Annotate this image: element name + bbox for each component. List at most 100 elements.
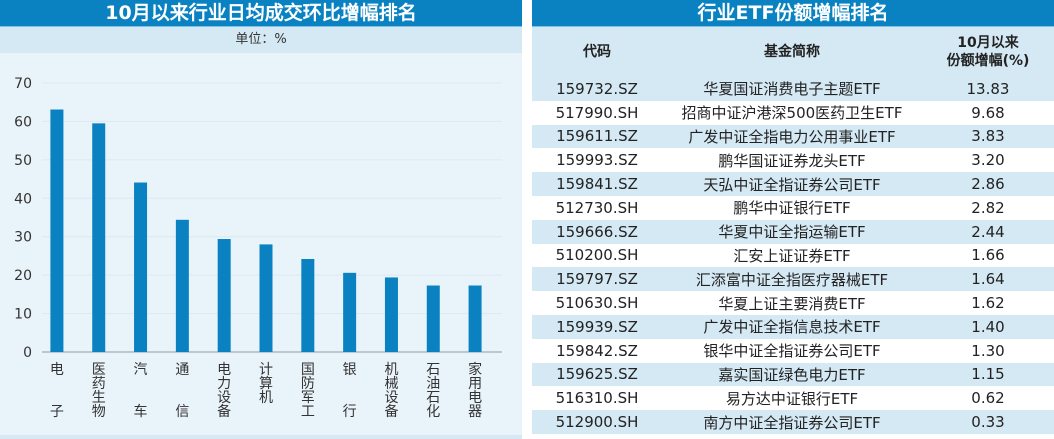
header-code: 代码 — [583, 44, 611, 60]
x-tick-label: 银行 — [343, 362, 357, 420]
cell-name: 鹏华中证银行ETF — [733, 199, 851, 218]
y-tick-label: 20 — [14, 268, 32, 284]
cell-name: 南方中证全指证券公司ETF — [703, 413, 881, 432]
cell-name: 汇安上证证券ETF — [733, 246, 851, 265]
unit-label: 单位：% — [0, 27, 522, 53]
cell-growth: 1.64 — [971, 270, 1005, 289]
cell-name: 天弘中证全指证券公司ETF — [703, 175, 881, 194]
chart-title: 10月以来行业日均成交环比增幅排名 — [0, 0, 522, 27]
table-row: 159611.SZ 广发中证全指电力公用事业ETF 3.83 — [532, 124, 1054, 149]
x-tick-label: 汽车 — [134, 362, 148, 420]
cell-name: 鹏华国证证券龙头ETF — [718, 151, 866, 170]
etf-table: 代码 基金简称 10月以来份额增幅(%) 159732.SZ 华夏国证消费电子主题… — [532, 27, 1054, 434]
cell-code: 159842.SZ — [556, 341, 638, 360]
cell-growth: 9.68 — [971, 103, 1005, 122]
x-tick-label: 通信 — [175, 362, 189, 420]
bar — [384, 277, 398, 352]
table-row: 159939.SZ 广发中证全指信息技术ETF 1.40 — [532, 314, 1054, 339]
cell-growth: 1.62 — [971, 294, 1005, 313]
header-growth-line2: 份额增幅(%) — [946, 53, 1030, 69]
cell-code: 159797.SZ — [556, 270, 638, 289]
cell-name: 华夏中证全指运输ETF — [718, 223, 866, 242]
cell-growth: 1.30 — [971, 341, 1005, 360]
table-row: 159797.SZ 汇添富中证全指医疗器械ETF 1.64 — [532, 267, 1054, 292]
bar — [92, 123, 106, 352]
y-tick-label: 40 — [14, 191, 32, 207]
cell-name: 华夏国证消费电子主题ETF — [703, 80, 881, 99]
x-tick-label: 医药生物 — [92, 362, 106, 420]
cell-code: 159841.SZ — [556, 175, 638, 194]
cell-code: 510630.SH — [555, 294, 639, 313]
cell-code: 159993.SZ — [556, 151, 638, 170]
table-row: 517990.SH 招商中证沪港深500医药卫生ETF 9.68 — [532, 100, 1054, 125]
bar — [134, 182, 148, 352]
header-growth: 10月以来份额增幅(%) — [922, 27, 1054, 77]
table-row: 510200.SH 汇安上证证券ETF 1.66 — [532, 243, 1054, 268]
y-tick-label: 10 — [14, 307, 32, 323]
table-title: 行业ETF份额增幅排名 — [532, 0, 1054, 27]
cell-growth: 3.20 — [971, 151, 1005, 170]
x-tick-label: 电力设备 — [217, 362, 231, 420]
chart-panel: 10月以来行业日均成交环比增幅排名 单位：% 0 10 20 30 40 50 60 70 电子… — [0, 0, 522, 439]
cell-name: 华夏上证主要消费ETF — [718, 294, 866, 313]
cell-growth: 2.44 — [971, 222, 1005, 241]
footer-strip — [0, 435, 522, 439]
cell-name: 嘉实国证绿色电力ETF — [718, 365, 866, 384]
x-tick-label: 计算机 — [259, 362, 273, 406]
cell-code: 510200.SH — [555, 246, 639, 265]
table-row: 159993.SZ 鹏华国证证券龙头ETF 3.20 — [532, 148, 1054, 173]
x-tick-label: 石油石化 — [426, 362, 440, 420]
cell-code: 512730.SH — [555, 198, 639, 217]
cell-name: 银华中证全指证券公司ETF — [703, 342, 881, 361]
cell-name: 易方达中证银行ETF — [725, 389, 859, 408]
cell-growth: 13.83 — [966, 79, 1010, 98]
cell-growth: 3.83 — [971, 127, 1005, 146]
cell-code: 159625.SZ — [556, 365, 638, 384]
table-row: 512730.SH 鹏华中证银行ETF 2.82 — [532, 195, 1054, 220]
x-tick-label: 电子 — [50, 362, 64, 420]
bar — [426, 285, 440, 352]
table-row: 159625.SZ 嘉实国证绿色电力ETF 1.15 — [532, 362, 1054, 387]
table-row: 159666.SZ 华夏中证全指运输ETF 2.44 — [532, 219, 1054, 244]
bar — [175, 219, 189, 352]
cell-code: 159611.SZ — [556, 127, 638, 146]
header-growth-line1: 10月以来 — [957, 35, 1019, 51]
cell-code: 512900.SH — [555, 413, 639, 432]
cell-growth: 1.40 — [971, 317, 1005, 336]
table-row: 516310.SH 易方达中证银行ETF 0.62 — [532, 386, 1054, 411]
table-row: 159841.SZ 天弘中证全指证券公司ETF 2.86 — [532, 172, 1054, 196]
cell-code: 159939.SZ — [556, 317, 638, 336]
y-tick-label: 0 — [23, 345, 32, 361]
cell-name: 广发中证全指信息技术ETF — [703, 318, 881, 337]
x-tick-label: 国防军工 — [301, 362, 315, 420]
y-tick-label: 30 — [14, 230, 32, 246]
cell-name: 招商中证沪港深500医药卫生ETF — [681, 104, 903, 123]
cell-name: 汇添富中证全指医疗器械ETF — [695, 270, 889, 289]
bar — [259, 244, 273, 352]
table-row: 159842.SZ 银华中证全指证券公司ETF 1.30 — [532, 338, 1054, 363]
bar — [343, 272, 357, 352]
cell-code: 159732.SZ — [556, 79, 638, 98]
x-tick-label: 机械设备 — [384, 362, 398, 420]
cell-growth: 1.15 — [971, 365, 1005, 384]
x-tick-label: 家用电器 — [468, 361, 482, 420]
table-row: 510630.SH 华夏上证主要消费ETF 1.62 — [532, 291, 1054, 315]
y-tick-label: 60 — [14, 114, 32, 130]
cell-code: 517990.SH — [555, 103, 639, 122]
cell-code: 516310.SH — [555, 389, 639, 408]
bar — [217, 239, 231, 352]
etf-table-panel: 行业ETF份额增幅排名 代码 基金简称 10月以来份额增幅(%) 159732.… — [532, 0, 1054, 439]
bar — [50, 109, 64, 352]
table-row: 512900.SH 南方中证全指证券公司ETF 0.33 — [532, 410, 1054, 434]
header-name: 基金简称 — [764, 44, 820, 60]
cell-growth: 2.82 — [971, 198, 1005, 217]
cell-growth: 0.33 — [971, 413, 1005, 432]
y-tick-label: 70 — [14, 76, 32, 92]
table-row: 159732.SZ 华夏国证消费电子主题ETF 13.83 — [532, 77, 1054, 101]
y-tick-label: 50 — [14, 153, 32, 169]
cell-name: 广发中证全指电力公用事业ETF — [688, 127, 896, 146]
bar — [468, 285, 482, 352]
bar — [301, 259, 315, 352]
cell-growth: 0.62 — [971, 389, 1005, 408]
